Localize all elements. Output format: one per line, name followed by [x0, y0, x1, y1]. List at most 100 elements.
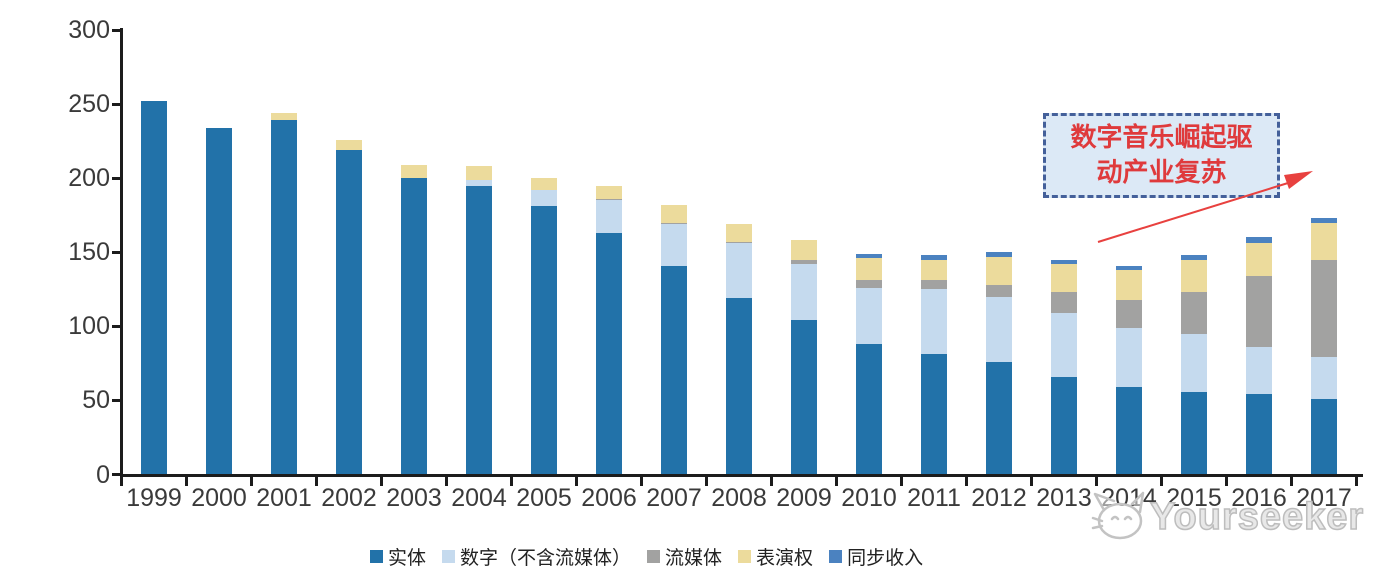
bar-segment-physical-2010	[856, 344, 882, 475]
x-axis-label-2005: 2005	[516, 484, 572, 512]
legend-swatch-digital-excl-streaming	[442, 550, 456, 563]
y-axis-tick	[112, 398, 121, 402]
bar-segment-physical-2013	[1051, 376, 1077, 475]
bar-segment-streaming-2014	[1116, 299, 1142, 328]
legend-item-synchronization: 同步收入	[829, 543, 923, 570]
y-axis-tick	[112, 250, 121, 254]
bar-segment-physical-2000	[206, 127, 232, 475]
y-axis-tick	[112, 102, 121, 106]
y-axis-tick-label-100: 100	[68, 312, 110, 341]
bar-segment-digital-excl-streaming-2012	[986, 296, 1012, 362]
bar-segment-synchronization-2010	[856, 253, 882, 259]
y-axis-tick	[112, 176, 121, 180]
bar-segment-synchronization-2017	[1311, 218, 1337, 223]
bar-segment-performance-rights-2001	[271, 112, 297, 121]
bar-segment-synchronization-2011	[921, 255, 947, 260]
bar-segment-physical-2003	[401, 178, 427, 475]
legend-label-streaming: 流媒体	[665, 547, 723, 569]
bar-segment-physical-2007	[661, 265, 687, 475]
x-axis-tick	[1290, 477, 1293, 486]
watermark: Yourseeker	[1088, 488, 1364, 546]
bar-segment-physical-2001	[271, 120, 297, 475]
bar-segment-streaming-2010	[856, 280, 882, 288]
x-axis-tick	[380, 477, 383, 486]
bar-segment-digital-excl-streaming-2016	[1246, 347, 1272, 395]
bar-segment-digital-excl-streaming-2009	[791, 264, 817, 321]
watermark-text: Yourseeker	[1149, 495, 1365, 539]
y-axis-tick	[112, 473, 121, 476]
y-axis-tick	[112, 28, 121, 32]
bar-segment-performance-rights-2010	[856, 258, 882, 281]
bar-segment-synchronization-2013	[1051, 259, 1077, 265]
x-axis-tick	[900, 477, 903, 486]
legend-label-physical: 实体	[388, 547, 427, 569]
bar-segment-synchronization-2014	[1116, 265, 1142, 271]
legend-item-physical: 实体	[370, 543, 426, 570]
bar-segment-performance-rights-2005	[531, 178, 557, 190]
bar-segment-digital-excl-streaming-2008	[726, 243, 752, 299]
x-axis-label-2008: 2008	[711, 484, 767, 512]
bar-segment-physical-2015	[1181, 391, 1207, 475]
x-axis-label-2009: 2009	[776, 484, 832, 512]
x-axis-tick	[120, 477, 123, 486]
bar-segment-performance-rights-2011	[921, 259, 947, 281]
x-axis-label-2001: 2001	[256, 484, 312, 512]
x-axis-tick	[315, 477, 318, 486]
bar-segment-streaming-2013	[1051, 292, 1077, 313]
x-axis-label-2010: 2010	[841, 484, 897, 512]
legend-swatch-synchronization	[829, 550, 843, 563]
y-axis-tick-label-300: 300	[68, 16, 110, 44]
legend-item-performance-rights: 表演权	[738, 543, 813, 570]
y-axis-tick-label-50: 50	[82, 386, 110, 415]
bar-segment-physical-2002	[336, 150, 362, 475]
annotation-callout: 数字音乐崛起驱 动产业复苏	[1043, 113, 1280, 198]
x-axis-label-2000: 2000	[191, 484, 247, 512]
legend-swatch-streaming	[647, 550, 661, 563]
bar-segment-physical-2008	[726, 298, 752, 475]
x-axis-tick	[1225, 477, 1228, 486]
x-axis-label-2003: 2003	[386, 484, 442, 512]
bar-segment-physical-2012	[986, 361, 1012, 475]
legend-swatch-performance-rights	[738, 550, 752, 563]
x-axis-tick	[510, 477, 513, 486]
bar-segment-physical-2009	[791, 320, 817, 475]
bar-segment-digital-excl-streaming-2015	[1181, 333, 1207, 392]
bar-segment-streaming-2017	[1311, 259, 1337, 358]
x-axis-label-2017: 2017	[1296, 484, 1352, 512]
legend-item-digital-excl-streaming: 数字（不含流媒体）	[442, 543, 631, 570]
bar-segment-digital-excl-streaming-2014	[1116, 327, 1142, 388]
bar-segment-physical-2017	[1311, 398, 1337, 475]
bar-segment-performance-rights-2006	[596, 185, 622, 199]
bar-segment-digital-excl-streaming-2007	[661, 224, 687, 266]
bar-segment-streaming-2008	[726, 241, 752, 244]
x-axis-label-1999: 1999	[126, 484, 182, 512]
x-axis-tick	[1160, 477, 1163, 486]
bar-segment-performance-rights-2003	[401, 164, 427, 179]
x-axis-tick	[1030, 477, 1033, 486]
x-axis-label-2011: 2011	[907, 484, 961, 512]
annotation-text-line2: 动产业复苏	[1096, 157, 1227, 188]
bar-segment-synchronization-2015	[1181, 255, 1207, 260]
y-axis-tick-label-250: 250	[68, 90, 110, 119]
x-axis-tick	[965, 477, 968, 486]
legend-label-synchronization: 同步收入	[847, 547, 924, 569]
legend: 实体 数字（不含流媒体） 流媒体 表演权 同步收入	[370, 543, 923, 570]
x-axis-label-2016: 2016	[1231, 484, 1287, 512]
bar-segment-streaming-2012	[986, 284, 1012, 297]
bar-segment-performance-rights-2016	[1246, 243, 1272, 276]
bar-segment-synchronization-2012	[986, 252, 1012, 257]
bar-segment-digital-excl-streaming-2013	[1051, 312, 1077, 377]
x-axis-tick	[835, 477, 838, 486]
bar-segment-physical-1999	[141, 101, 167, 475]
bar-segment-streaming-2016	[1246, 275, 1272, 348]
y-axis-tick-label-150: 150	[68, 238, 110, 267]
x-axis-label-2012: 2012	[971, 484, 1027, 512]
bar-segment-streaming-2009	[791, 259, 817, 265]
bar-segment-streaming-2015	[1181, 292, 1207, 334]
cat-logo-icon	[1091, 491, 1145, 540]
x-axis-tick	[705, 477, 708, 486]
x-axis-tick	[445, 477, 448, 486]
bar-segment-physical-2004	[466, 185, 492, 475]
bar-segment-physical-2016	[1246, 394, 1272, 475]
